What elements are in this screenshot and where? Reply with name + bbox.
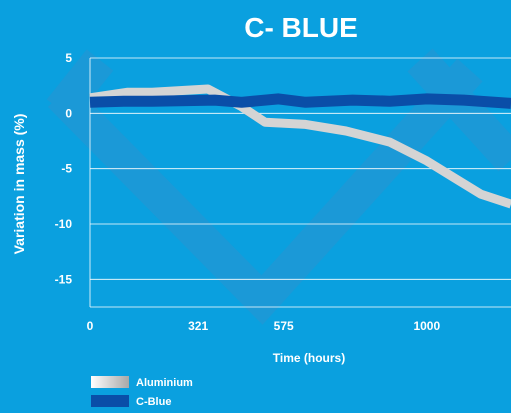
chart-title: C- BLUE xyxy=(244,12,358,43)
legend: Aluminium C-Blue xyxy=(91,376,193,408)
y-axis-label: Variation in mass (%) xyxy=(11,114,27,255)
legend-swatch-aluminium xyxy=(91,376,129,388)
series-line-c-blue xyxy=(90,99,511,104)
y-tick-label-5: 5 xyxy=(65,51,72,65)
x-tick-label-0: 0 xyxy=(87,319,94,333)
legend-label-c-blue: C-Blue xyxy=(136,396,171,408)
legend-swatch-c-blue xyxy=(91,395,129,407)
y-tick-label-0: 0 xyxy=(65,106,72,120)
y-tick-label-10: -10 xyxy=(55,217,73,231)
x-tick-label-321: 321 xyxy=(188,319,208,333)
x-tick-label-575: 575 xyxy=(274,319,294,333)
y-tick-label-5: -5 xyxy=(61,162,72,176)
x-tick-label-1000: 1000 xyxy=(413,319,440,333)
y-tick-label-15: -15 xyxy=(55,272,73,286)
x-axis-label: Time (hours) xyxy=(273,351,345,365)
legend-label-aluminium: Aluminium xyxy=(136,377,193,389)
